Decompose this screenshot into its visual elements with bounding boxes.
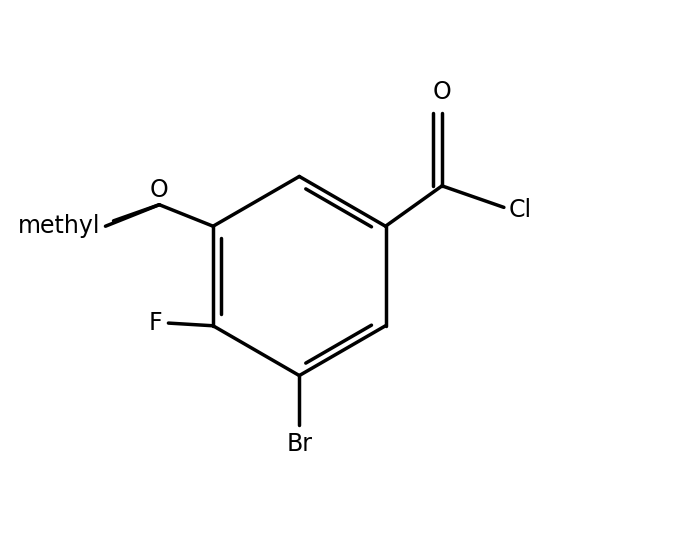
Text: O: O: [150, 178, 169, 202]
Text: Br: Br: [286, 432, 312, 456]
Text: methyl: methyl: [17, 214, 100, 238]
Text: F: F: [148, 311, 162, 335]
Text: Cl: Cl: [508, 198, 531, 222]
Text: O: O: [432, 79, 451, 104]
